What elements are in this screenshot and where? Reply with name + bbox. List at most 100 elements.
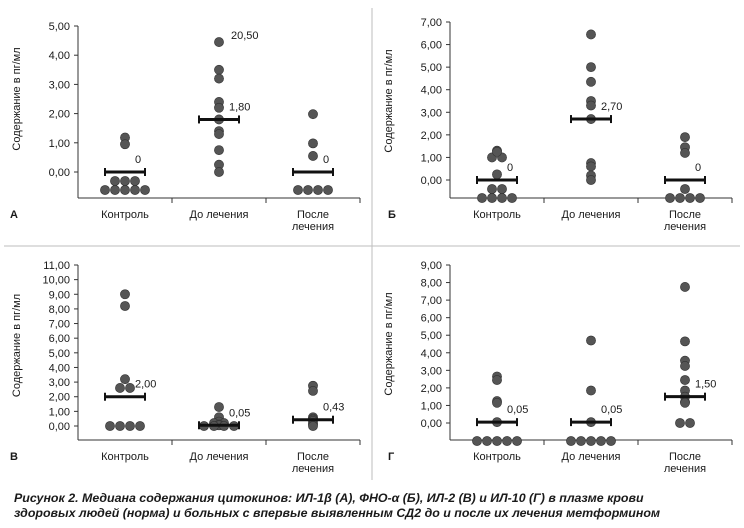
x-category-label: После [297, 451, 329, 463]
data-point [125, 421, 135, 431]
y-tick-label: 5,00 [49, 21, 70, 33]
y-axis-title: Содержание в пг/мл [383, 49, 395, 152]
x-category-label: До лечения [190, 209, 249, 221]
panel-label: В [10, 451, 18, 463]
data-point [323, 185, 333, 195]
y-tick-label: 6,00 [49, 333, 70, 345]
data-point [680, 132, 690, 143]
chart-panel-3: 0,00 1,00 2,00 3,00 4,00 5,00 6,00 7,00 8,00 9,00… [10, 260, 361, 475]
data-point [115, 421, 125, 431]
data-point [214, 145, 224, 155]
y-axis-title: Содержание в пг/мл [11, 294, 23, 397]
y-tick-label: 9,00 [49, 289, 70, 301]
x-category-label: До лечения [562, 451, 621, 463]
y-tick-label: 9,00 [421, 260, 442, 272]
x-category-label: До лечения [190, 451, 249, 463]
y-tick-label: 8,00 [421, 278, 442, 290]
y-tick-label: 3,00 [421, 107, 442, 119]
data-point [482, 436, 492, 446]
data-point [214, 37, 224, 47]
data-point [308, 109, 318, 120]
y-tick-label: 7,00 [49, 319, 70, 331]
y-tick-label: 2,00 [49, 392, 70, 404]
data-point [492, 375, 502, 385]
chart-panel-4: 0,00 1,00 2,00 3,00 4,00 5,00 6,00 7,00 8,00 9,00… [383, 260, 733, 475]
median-label: 0,05 [601, 404, 622, 416]
y-tick-label: 4,00 [421, 348, 442, 360]
data-point [680, 336, 690, 347]
caption-line-2: здоровых людей (норма) и больных с вперв… [14, 506, 661, 520]
data-point [586, 335, 596, 346]
x-category-label: Контроль [473, 209, 521, 221]
median-label: 1,50 [695, 379, 716, 391]
y-tick-label: 3,00 [49, 377, 70, 389]
data-point [596, 436, 606, 446]
data-point [566, 436, 576, 446]
data-point [214, 402, 224, 412]
y-tick-label: 4,00 [421, 85, 442, 97]
data-point [100, 185, 110, 195]
panel-label: Г [388, 451, 395, 463]
data-point [135, 421, 145, 431]
data-point [680, 148, 690, 158]
data-point [492, 436, 502, 446]
data-point [680, 375, 690, 385]
data-point [140, 185, 150, 195]
caption-line-1: Рисунок 2. Медиана содержания цитокинов:… [14, 491, 644, 505]
data-point [497, 193, 507, 203]
data-point [110, 185, 120, 195]
data-point [680, 397, 690, 408]
y-tick-label: 4,00 [49, 362, 70, 374]
median-label: 0 [135, 154, 141, 166]
y-tick-label: 5,00 [421, 330, 442, 342]
y-tick-label: 3,00 [49, 79, 70, 91]
y-tick-label: 0,00 [49, 421, 70, 433]
y-tick-label: 2,00 [421, 383, 442, 395]
y-tick-label: 0,00 [49, 167, 70, 179]
data-point [586, 62, 596, 73]
chart-panel-2: 0,00 1,00 2,00 3,00 4,00 5,00 6,00 7,00 Содержан… [383, 17, 733, 233]
figure-caption: Рисунок 2. Медиана содержания цитокинов:… [14, 491, 738, 521]
data-point [308, 138, 318, 149]
data-point [472, 436, 482, 446]
data-point [586, 385, 596, 396]
y-tick-label: 10,00 [42, 275, 70, 287]
data-point [576, 436, 586, 446]
y-tick-label: 0,00 [421, 418, 442, 430]
median-label: 0 [323, 154, 329, 166]
data-point [308, 385, 318, 396]
x-category-label: После [297, 209, 329, 221]
data-point [293, 185, 303, 195]
data-point [105, 421, 115, 431]
data-point [308, 421, 318, 431]
y-tick-label: 6,00 [421, 313, 442, 325]
data-point [120, 289, 130, 300]
x-category-label: Контроль [101, 209, 149, 221]
max-value-label: 20,50 [231, 30, 259, 42]
median-label: 0 [507, 162, 513, 174]
panel-label: А [10, 209, 18, 221]
y-tick-label: 5,00 [49, 348, 70, 360]
x-category-label: Контроль [101, 451, 149, 463]
data-point [586, 76, 596, 87]
data-point [680, 184, 690, 194]
data-point [586, 175, 596, 185]
data-point [680, 361, 690, 371]
data-point [502, 436, 512, 446]
data-point [120, 374, 130, 385]
data-point [685, 418, 695, 428]
y-tick-label: 2,00 [421, 130, 442, 142]
y-tick-label: 5,00 [421, 62, 442, 74]
data-point [512, 436, 522, 446]
median-label: 1,80 [229, 101, 250, 113]
data-point [492, 397, 502, 408]
median-label: 2,70 [601, 101, 622, 113]
x-category-label: После [669, 451, 701, 463]
y-axis-title: Содержание в пг/мл [383, 292, 395, 395]
median-label: 0,05 [229, 407, 250, 419]
median-label: 0 [695, 162, 701, 174]
x-category-label: лечения [292, 221, 334, 233]
data-point [685, 193, 695, 203]
data-point [487, 193, 497, 203]
data-point [586, 29, 596, 40]
